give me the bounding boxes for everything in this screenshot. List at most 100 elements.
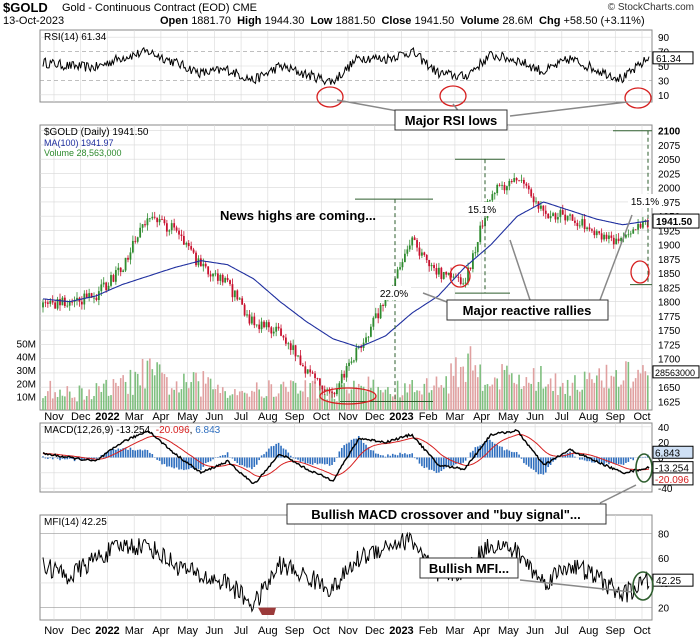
volume-bar: [336, 401, 338, 410]
price-candle: [586, 227, 588, 230]
price-candle: [284, 337, 287, 344]
mfi-oversold-fill: [258, 607, 276, 616]
macd-histogram-bar: [574, 456, 576, 458]
macd-histogram-bar: [365, 444, 367, 458]
x-axis-label-bottom: Aug: [579, 625, 599, 637]
price-candle: [450, 272, 452, 278]
price-candle: [384, 297, 387, 306]
macd-histogram-bar: [139, 449, 141, 458]
volume-bar: [297, 393, 299, 410]
macd-histogram-bar: [231, 457, 234, 459]
macd-histogram-bar: [258, 457, 260, 461]
volume-bar: [588, 372, 591, 410]
macd-histogram-bar: [433, 457, 435, 472]
macd-histogram-bar: [498, 446, 501, 458]
macd-histogram-bar: [207, 457, 209, 463]
macd-histogram-bar: [297, 457, 299, 460]
volume-bar: [610, 375, 613, 410]
macd-histogram-bar: [404, 453, 406, 458]
volume-bar: [542, 388, 545, 410]
macd-histogram-bar: [622, 457, 625, 465]
price-candle: [637, 224, 639, 230]
macd-histogram-bar: [387, 454, 389, 458]
price-candle: [63, 297, 66, 307]
macd-histogram-bar: [195, 457, 197, 469]
macd-histogram-bar: [68, 457, 71, 459]
volume-bar: [124, 381, 127, 410]
price-candle: [438, 267, 440, 275]
price-candle: [277, 326, 280, 329]
rsi-tick-label: 30: [658, 76, 670, 87]
volume-bar: [231, 394, 234, 410]
macd-histogram-bar: [532, 457, 535, 470]
price-candle: [204, 263, 207, 267]
macd-histogram-bar: [166, 457, 168, 467]
price-candle: [207, 266, 210, 275]
volume-bar: [76, 401, 78, 410]
macd-histogram-bar: [294, 457, 297, 459]
mfi-callout-text: Bullish MFI...: [429, 561, 509, 576]
volume-bar: [214, 389, 217, 410]
volume-bar: [42, 398, 44, 410]
volume-bar: [600, 380, 603, 410]
price-candle: [265, 322, 268, 328]
macd-tick-label: 0: [658, 454, 664, 465]
macd-histogram-bar: [355, 438, 358, 458]
price-candle: [459, 277, 462, 284]
macd-histogram-bar: [119, 449, 122, 458]
macd-histogram-bar: [578, 457, 581, 460]
volume-bar: [241, 390, 243, 410]
price-candle: [493, 193, 496, 195]
macd-histogram-bar: [124, 447, 127, 458]
macd-histogram-bar: [345, 443, 348, 458]
macd-histogram-bar: [391, 453, 394, 458]
volume-bar: [491, 384, 494, 410]
volume-bar: [253, 391, 256, 410]
volume-bar: [105, 379, 107, 410]
macd-histogram-bar: [413, 457, 416, 459]
price-candle: [88, 293, 91, 298]
x-axis-label-bottom: Jun: [526, 625, 544, 637]
price-candle: [508, 180, 511, 187]
macd-histogram-bar: [379, 455, 382, 458]
price-candle: [231, 284, 234, 298]
price-candle: [199, 258, 202, 267]
macd-histogram-bar: [527, 457, 530, 467]
price-candle: [561, 210, 564, 215]
volume-bar: [362, 386, 365, 410]
macd-histogram-bar: [226, 452, 229, 458]
macd-histogram-bar: [542, 457, 545, 475]
volume-bar: [141, 358, 144, 410]
news-annotation: News highs are coming...: [220, 208, 376, 223]
price-candle: [559, 210, 562, 218]
volume-bar: [338, 383, 341, 410]
price-candle: [117, 267, 120, 271]
volume-bar: [457, 387, 460, 410]
price-candle: [216, 273, 219, 281]
macd-histogram-bar: [450, 457, 452, 466]
volume-bar: [370, 387, 372, 410]
price-candle: [151, 216, 154, 219]
x-axis-label-bottom: Feb: [419, 625, 438, 637]
macd-histogram-bar: [608, 457, 610, 465]
price-candle: [144, 224, 146, 226]
price-candle: [469, 267, 472, 270]
volume-bar: [44, 396, 47, 410]
macd-legend: MACD(12,26,9) -13.254, -20.096, 6.843: [44, 425, 221, 436]
price-tick-label: 1625: [658, 397, 681, 408]
x-axis-label: Nov: [338, 411, 358, 423]
macd-histogram-bar: [493, 443, 496, 458]
macd-histogram-bar: [469, 452, 472, 458]
macd-histogram-bar: [333, 457, 336, 462]
macd-histogram-bar: [132, 449, 134, 458]
price-candle: [119, 267, 122, 273]
volume-bar: [153, 375, 156, 410]
volume-bar: [151, 369, 154, 410]
macd-histogram-bar: [416, 457, 418, 460]
macd-tick-label: -40: [658, 484, 673, 495]
price-candle: [612, 237, 615, 245]
low-value: 1881.50: [335, 15, 376, 27]
macd-histogram-bar: [374, 453, 377, 458]
price-candle: [396, 269, 399, 279]
volume-bar: [513, 382, 515, 410]
